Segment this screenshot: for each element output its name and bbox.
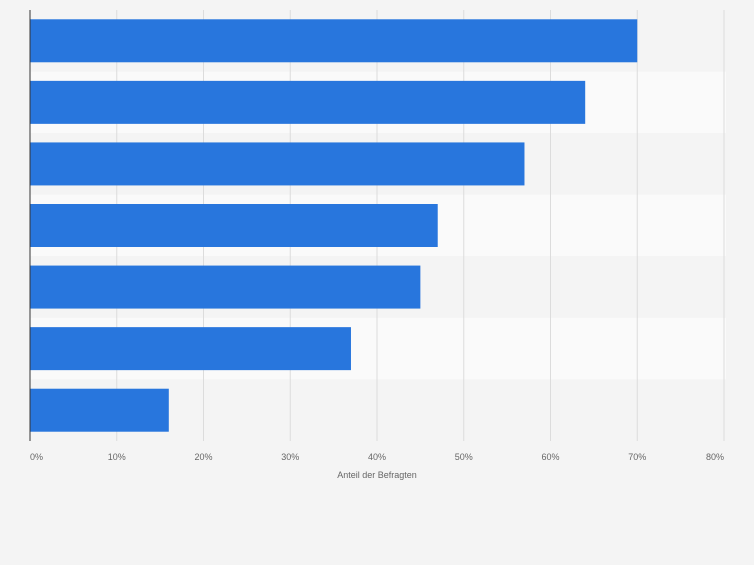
x-tick-label: 70% [628, 452, 646, 462]
bar [30, 19, 638, 63]
bars [30, 19, 638, 432]
x-tick-label: 10% [108, 452, 126, 462]
x-tick-label: 80% [706, 452, 724, 462]
x-axis-title: Anteil der Befragten [337, 470, 417, 480]
x-tick-label: 0% [30, 452, 43, 462]
x-tick-label: 20% [194, 452, 212, 462]
bar [30, 142, 525, 186]
x-tick-label: 40% [368, 452, 386, 462]
bar [30, 80, 586, 124]
x-tick-label: 30% [281, 452, 299, 462]
bar [30, 204, 438, 247]
x-tick-label: 60% [541, 452, 559, 462]
bar [30, 265, 421, 309]
bar [30, 388, 169, 432]
x-tick-label: 50% [455, 452, 473, 462]
x-axis-ticks: 0% 10% 20% 30% 40% 50% 60% 70% 80% [30, 452, 724, 462]
bar [30, 327, 351, 371]
